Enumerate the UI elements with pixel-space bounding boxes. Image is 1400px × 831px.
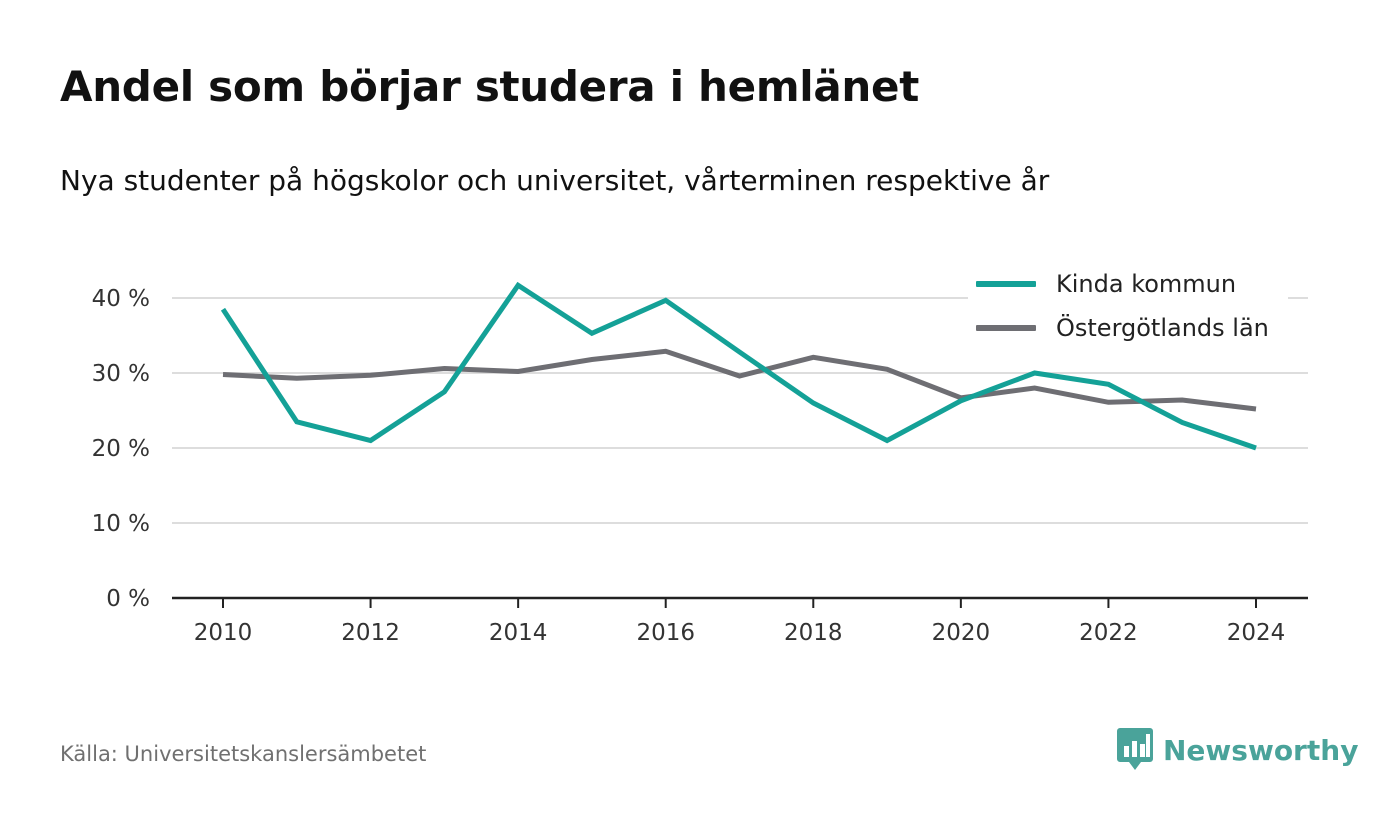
chart-title: Andel som börjar studera i hemlänet [60,62,919,111]
x-tick-label: 2024 [1227,620,1286,646]
legend-label-ostergotland: Östergötlands län [1056,314,1269,342]
series-line-kinda [220,281,1257,451]
chart-subtitle: Nya studenter på högskolor och universit… [60,164,1050,197]
legend-label-kinda: Kinda kommun [1056,270,1237,298]
line-chart: 0 % 10 % 20 % 30 % 40 % 2010 2012 2014 2016 2018… [92,281,1308,646]
legend-item-ostergotland: Östergötlands län [968,306,1288,350]
y-tick-label: 20 % [92,436,150,462]
y-axis-ticks: 0 % 10 % 20 % 30 % 40 % [92,286,150,612]
y-tick-label: 0 % [106,586,150,612]
legend-swatch-ostergotland [976,325,1036,331]
y-tick-label: 40 % [92,286,150,312]
x-tick-label: 2018 [784,620,843,646]
legend-swatch-kinda [976,281,1036,287]
bar-chart-speech-icon [1117,728,1153,770]
x-tick-label: 2020 [932,620,991,646]
x-axis-ticks: 2010 2012 2014 2016 2018 2020 2022 2024 [194,598,1286,646]
series-lines [220,281,1257,451]
source-note: Källa: Universitetskanslersämbetet [60,742,427,766]
x-tick-label: 2014 [489,620,548,646]
y-tick-label: 10 % [92,511,150,537]
x-tick-label: 2022 [1079,620,1138,646]
series-line-ostergotland [222,348,1257,412]
newsworthy-logo: Newsworthy [1117,728,1358,772]
legend: Kinda kommun Östergötlands län [968,262,1288,350]
x-tick-label: 2010 [194,620,253,646]
logo-text: Newsworthy [1163,733,1359,767]
x-tick-label: 2012 [341,620,400,646]
x-tick-label: 2016 [636,620,695,646]
y-tick-label: 30 % [92,361,150,387]
legend-item-kinda: Kinda kommun [968,262,1288,306]
